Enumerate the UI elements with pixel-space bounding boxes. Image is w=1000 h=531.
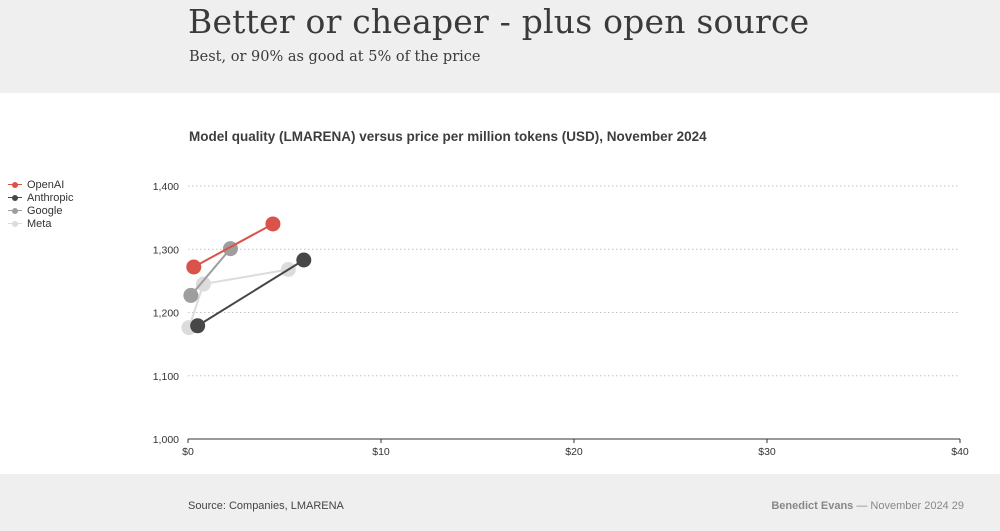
x-tick-label: $10 — [372, 446, 390, 458]
series-line-anthropic — [197, 259, 305, 327]
legend-swatch-anthropic — [8, 193, 22, 203]
header-band: Better or cheaper - plus open source Bes… — [0, 0, 1000, 93]
credit-date: November 2024 — [870, 500, 949, 512]
legend-label-google: Google — [27, 204, 63, 217]
series-line-openai — [193, 223, 274, 268]
legend-swatch-meta — [8, 219, 22, 229]
y-tick-label: 1,200 — [153, 308, 179, 320]
source-note: Source: Companies, LMARENA — [188, 500, 344, 512]
legend-swatch-openai — [8, 180, 22, 190]
legend-item-openai: OpenAI — [8, 178, 73, 191]
data-point-anthropic — [296, 252, 312, 268]
y-tick-label: 1,000 — [153, 434, 179, 446]
y-tick-label: 1,400 — [153, 181, 179, 193]
credit-separator: — — [856, 500, 868, 512]
page-number: 29 — [951, 500, 964, 512]
legend-swatch-google — [8, 206, 22, 216]
legend-item-meta: Meta — [8, 217, 73, 230]
data-point-anthropic — [190, 318, 206, 334]
legend-item-anthropic: Anthropic — [8, 191, 73, 204]
data-point-meta — [195, 276, 211, 292]
data-point-openai — [265, 216, 281, 232]
y-tick-label: 1,300 — [153, 244, 179, 256]
series-line-google — [190, 247, 232, 297]
data-point-openai — [186, 259, 202, 275]
x-tick-label: $20 — [565, 446, 583, 458]
page-subtitle: Best, or 90% as good at 5% of the price — [189, 49, 481, 65]
legend-label-meta: Meta — [27, 217, 52, 230]
x-tick-label: $30 — [758, 446, 776, 458]
page-title: Better or cheaper - plus open source — [188, 2, 810, 41]
author-name: Benedict Evans — [771, 500, 854, 512]
legend-label-openai: OpenAI — [27, 178, 65, 191]
data-point-google — [183, 287, 199, 303]
x-tick-label: $0 — [182, 446, 194, 458]
chart-legend: OpenAI Anthropic Google Meta — [8, 178, 73, 230]
x-tick-label: $40 — [951, 446, 969, 458]
legend-label-anthropic: Anthropic — [27, 191, 74, 204]
footer-band: Source: Companies, LMARENA Benedict Evan… — [0, 474, 1000, 531]
legend-item-google: Google — [8, 204, 73, 217]
y-tick-label: 1,100 — [153, 371, 179, 383]
credit: Benedict Evans — November 2024 29 — [771, 500, 964, 512]
chart-title: Model quality (LMARENA) versus price per… — [189, 129, 707, 144]
